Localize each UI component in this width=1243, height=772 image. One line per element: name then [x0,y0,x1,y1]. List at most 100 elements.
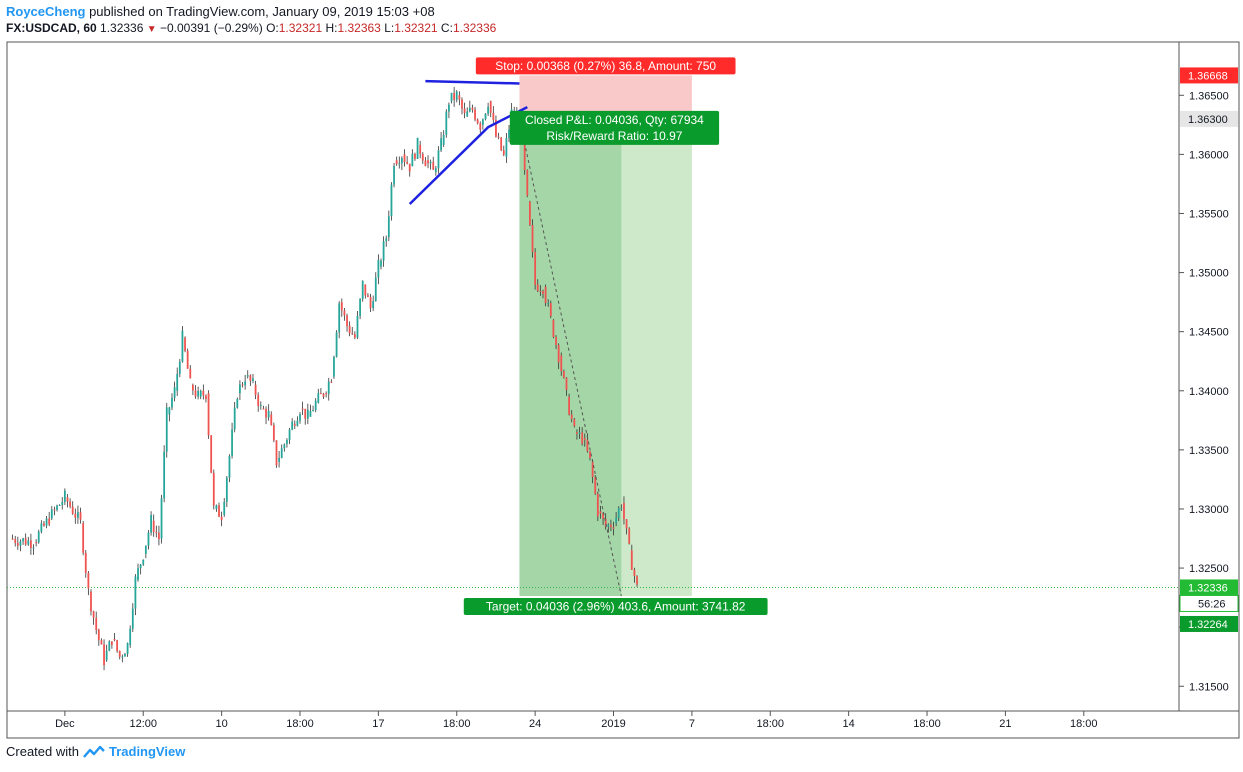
publish-line: RoyceCheng published on TradingView.com,… [6,4,435,19]
candle-down [353,334,356,338]
candle-up [615,517,618,524]
candle-down [90,591,92,612]
countdown-tag-box [1179,594,1239,612]
candle-down [570,414,573,420]
candle-down [322,393,325,397]
candle-up [487,106,490,114]
candle-up [246,375,249,377]
candle-down [495,120,497,137]
open-label: O: [266,21,279,35]
candle-up [434,168,437,173]
candle-down [419,144,422,154]
candle-down [304,408,307,419]
candle-down [432,161,435,170]
candle-down [623,503,625,520]
candle-down [576,432,578,434]
candle-up [142,559,145,565]
candle-down [301,408,304,410]
candle-up [244,381,247,386]
candle-up [361,280,364,299]
candle-down [414,153,416,159]
candle-down [596,493,599,517]
candle-up [450,92,453,102]
candle-down [14,539,17,543]
candle-up [121,656,124,658]
chart-frame [6,41,1240,739]
candle-up [359,298,361,316]
candle-up [32,547,35,549]
candle-down [424,160,427,167]
candle-down [210,435,213,473]
candle-down [275,440,278,466]
candle-up [124,653,126,657]
candle-down [202,390,205,396]
candle-up [442,134,445,145]
target-zone-filled [519,118,622,596]
candle-down [95,617,98,631]
x-tick-label: 14 [843,718,855,730]
candle-up [165,407,168,452]
candle-down [502,150,505,155]
candle-down [220,516,223,521]
candle-down [69,501,71,507]
candle-down [552,319,555,338]
candle-down [599,511,602,514]
candle-down [565,377,568,390]
symbol-name[interactable]: FX:USDCAD, 60 [6,21,97,35]
candle-down [539,290,542,292]
y-tick-label: 1.31500 [1189,681,1229,693]
candle-down [87,572,90,589]
candle-up [398,163,401,165]
candle-up [620,507,623,509]
candle-up [286,439,288,444]
candle-down [421,153,424,161]
candle-down [604,518,607,527]
candle-down [534,251,537,285]
candle-down [84,552,87,573]
x-tick-label: Dec [55,718,75,730]
candle-down [184,337,186,351]
candle-down [573,419,576,427]
candle-down [66,497,69,502]
author-link[interactable]: RoyceCheng [6,4,86,19]
candle-up [333,356,335,377]
candle-up [239,384,241,394]
candle-down [531,224,534,252]
candle-down [241,384,244,386]
candle-up [437,150,440,169]
candle-down [583,438,586,440]
candle-down [71,506,74,514]
candle-down [529,201,531,225]
candle-down [586,439,589,452]
candle-up [61,501,64,505]
down-triangle-icon: ▼ [146,24,157,35]
y-tick-label: 1.36000 [1189,149,1229,161]
candle-up [278,457,280,462]
candle-up [50,509,53,519]
candle-down [492,112,495,121]
candle-up [40,523,43,532]
open-value: 1.32321 [278,21,323,35]
candle-up [484,113,487,120]
candle-up [505,138,508,157]
candle-down [497,136,500,138]
y-tick-label: 1.34000 [1189,386,1229,398]
x-tick-label: 18:00 [286,718,314,730]
candle-up [327,381,330,394]
candle-down [24,538,27,545]
candle-up [163,451,166,499]
candle-up [176,373,179,391]
candle-down [74,513,77,518]
candle-up [288,429,291,440]
candle-up [283,444,286,449]
candle-down [557,344,560,363]
position-labels: Stop: 0.00368 (0.27%) 36.8, Amount: 750 T… [463,57,768,615]
tradingview-brand[interactable]: TradingView [108,744,186,759]
candle-up [105,650,108,661]
candle-down [79,512,82,520]
candle-down [348,325,351,334]
candle-down [479,123,482,130]
candle-up [335,332,338,357]
low-label: L: [380,21,395,35]
